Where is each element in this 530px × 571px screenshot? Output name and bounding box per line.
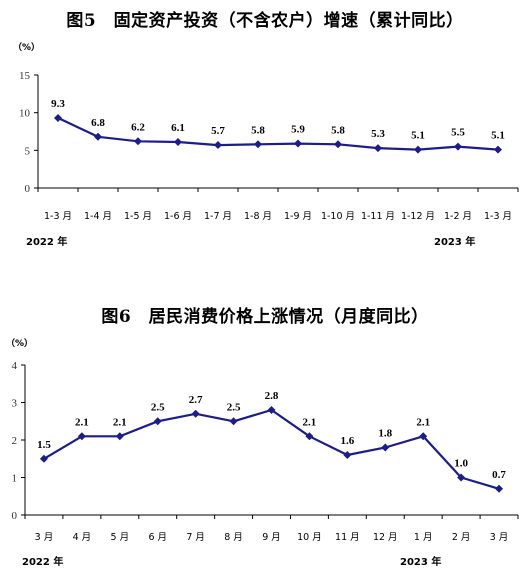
y-tick-label: 10: [19, 108, 31, 120]
x-tick-label: 5 月: [111, 532, 130, 543]
year-label: 2022 年: [26, 235, 67, 248]
chart-title: 图6 居民消费价格上涨情况（月度同比）: [101, 307, 429, 327]
data-point: [115, 432, 124, 441]
y-tick-label: 3: [12, 398, 18, 410]
x-tick-label: 11 月: [335, 532, 360, 543]
x-tick-label: 1-3 月: [484, 211, 512, 222]
x-tick-label: 1-8 月: [244, 211, 272, 222]
data-point: [174, 138, 182, 147]
x-tick-label: 2 月: [452, 532, 471, 543]
y-tick-label: 0: [12, 510, 18, 522]
data-label: 5.9: [291, 124, 305, 136]
data-label: 2.1: [416, 416, 430, 428]
data-point: [254, 140, 262, 149]
x-tick-label: 3 月: [490, 532, 509, 543]
y-tick-label: 15: [19, 70, 31, 82]
data-point: [191, 409, 200, 418]
x-tick-label: 9 月: [262, 532, 281, 543]
line-chart-consumer-price-index: 0 1 2 3 4 1.5 2.1 2.1 2.5 2.7 2.5 2.8 2.1 1.6 1.8 2.1 1.…: [12, 360, 519, 568]
data-point: [495, 484, 504, 493]
x-tick-label: 1-10 月: [321, 211, 355, 222]
data-point: [414, 145, 422, 154]
x-tick-label: 12 月: [373, 532, 398, 543]
data-point: [77, 432, 86, 441]
data-label: 1.8: [378, 428, 392, 440]
data-point: [54, 113, 62, 122]
y-tick-label: 0: [25, 183, 31, 195]
data-label: 2.5: [151, 401, 165, 413]
data-point: [229, 417, 238, 426]
y-tick-label: 2: [12, 435, 18, 447]
data-label: 5.1: [491, 130, 505, 142]
data-point: [134, 137, 142, 146]
data-label: 5.7: [211, 125, 225, 137]
data-point: [294, 139, 302, 148]
y-tick-label: 4: [12, 360, 18, 372]
data-label: 5.1: [411, 130, 425, 142]
data-label: 5.5: [451, 127, 465, 139]
y-tick-label: 5: [25, 145, 31, 157]
data-label: 5.8: [331, 124, 345, 136]
x-tick-label: 1 月: [414, 532, 433, 543]
x-tick-label: 10 月: [297, 532, 322, 543]
data-label: 2.1: [75, 416, 89, 428]
y-unit-label: （%）: [6, 339, 34, 349]
x-tick-label: 8 月: [224, 532, 243, 543]
series-line: [57, 116, 499, 151]
data-point: [454, 142, 462, 151]
data-label: 9.3: [51, 98, 65, 110]
figure-5-fixed-asset-investment: 图5 固定资产投资（不含农户）增速（累计同比） （%） 0 5 10 15 9.3 6.8…: [0, 0, 530, 260]
data-label: 1.5: [37, 439, 51, 451]
x-tick-label: 1-7 月: [204, 211, 232, 222]
x-tick-label: 1-6 月: [164, 211, 192, 222]
line-chart-fixed-asset-investment: 0 5 10 15 9.3 6.8 6.2 6.1 5.7 5.8 5.9 5.8 5.3 5.1 5.5 5…: [19, 70, 519, 248]
chart-title: 图5 固定资产投资（不含农户）增速（累计同比）: [66, 11, 464, 31]
data-point: [305, 432, 314, 441]
data-label: 2.7: [189, 394, 203, 406]
data-label: 1.6: [340, 435, 354, 447]
x-tick-label: 1-12 月: [401, 211, 435, 222]
x-tick-label: 3 月: [35, 532, 54, 543]
x-tick-label: 1-3 月: [44, 211, 72, 222]
data-point: [214, 141, 222, 150]
data-label: 6.1: [171, 122, 185, 134]
x-tick-label: 1-2 月: [444, 211, 472, 222]
data-label: 0.7: [492, 469, 506, 481]
year-label: 2023 年: [400, 555, 441, 568]
x-tick-label: 1-4 月: [84, 211, 112, 222]
x-tick-label: 1-11 月: [361, 211, 395, 222]
data-point: [343, 451, 352, 459]
data-point: [153, 417, 162, 426]
data-point: [334, 140, 342, 149]
x-tick-label: 7 月: [186, 532, 205, 543]
data-point: [39, 454, 48, 463]
data-label: 5.8: [251, 124, 265, 136]
data-label: 2.1: [303, 416, 317, 428]
y-tick-label: 1: [12, 473, 18, 485]
x-tick-label: 1-9 月: [284, 211, 312, 222]
figure-6-consumer-price-index: 图6 居民消费价格上涨情况（月度同比） （%） 0 1 2 3 4 1.5 2.1 2.1 2.…: [0, 296, 530, 571]
data-point: [457, 473, 466, 482]
x-tick-label: 6 月: [148, 532, 167, 543]
x-tick-label: 4 月: [73, 532, 92, 543]
year-label: 2022 年: [22, 555, 63, 568]
data-point: [374, 144, 382, 153]
data-label: 2.5: [227, 401, 241, 413]
data-label: 2.8: [265, 390, 279, 402]
data-label: 6.2: [131, 121, 145, 133]
year-label: 2023 年: [434, 235, 475, 248]
data-label: 5.3: [371, 128, 385, 140]
data-label: 2.1: [113, 416, 127, 428]
data-label: 6.8: [91, 117, 105, 129]
data-point: [494, 145, 502, 154]
y-unit-label: （%）: [13, 43, 41, 53]
data-point: [94, 132, 102, 141]
data-point: [267, 406, 276, 414]
data-label: 1.0: [454, 458, 468, 470]
x-tick-label: 1-5 月: [124, 211, 152, 222]
data-point: [419, 432, 428, 441]
data-point: [381, 443, 390, 452]
